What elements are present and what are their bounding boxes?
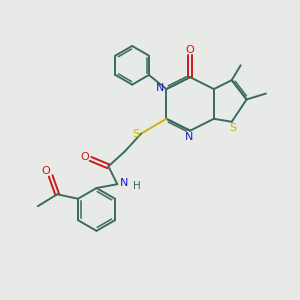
Text: H: H <box>133 181 140 191</box>
Text: N: N <box>156 83 164 94</box>
Text: O: O <box>42 166 50 176</box>
Text: S: S <box>229 123 236 133</box>
Text: S: S <box>132 129 139 139</box>
Text: O: O <box>80 152 89 162</box>
Text: O: O <box>186 44 194 55</box>
Text: N: N <box>120 178 129 188</box>
Text: N: N <box>185 132 194 142</box>
